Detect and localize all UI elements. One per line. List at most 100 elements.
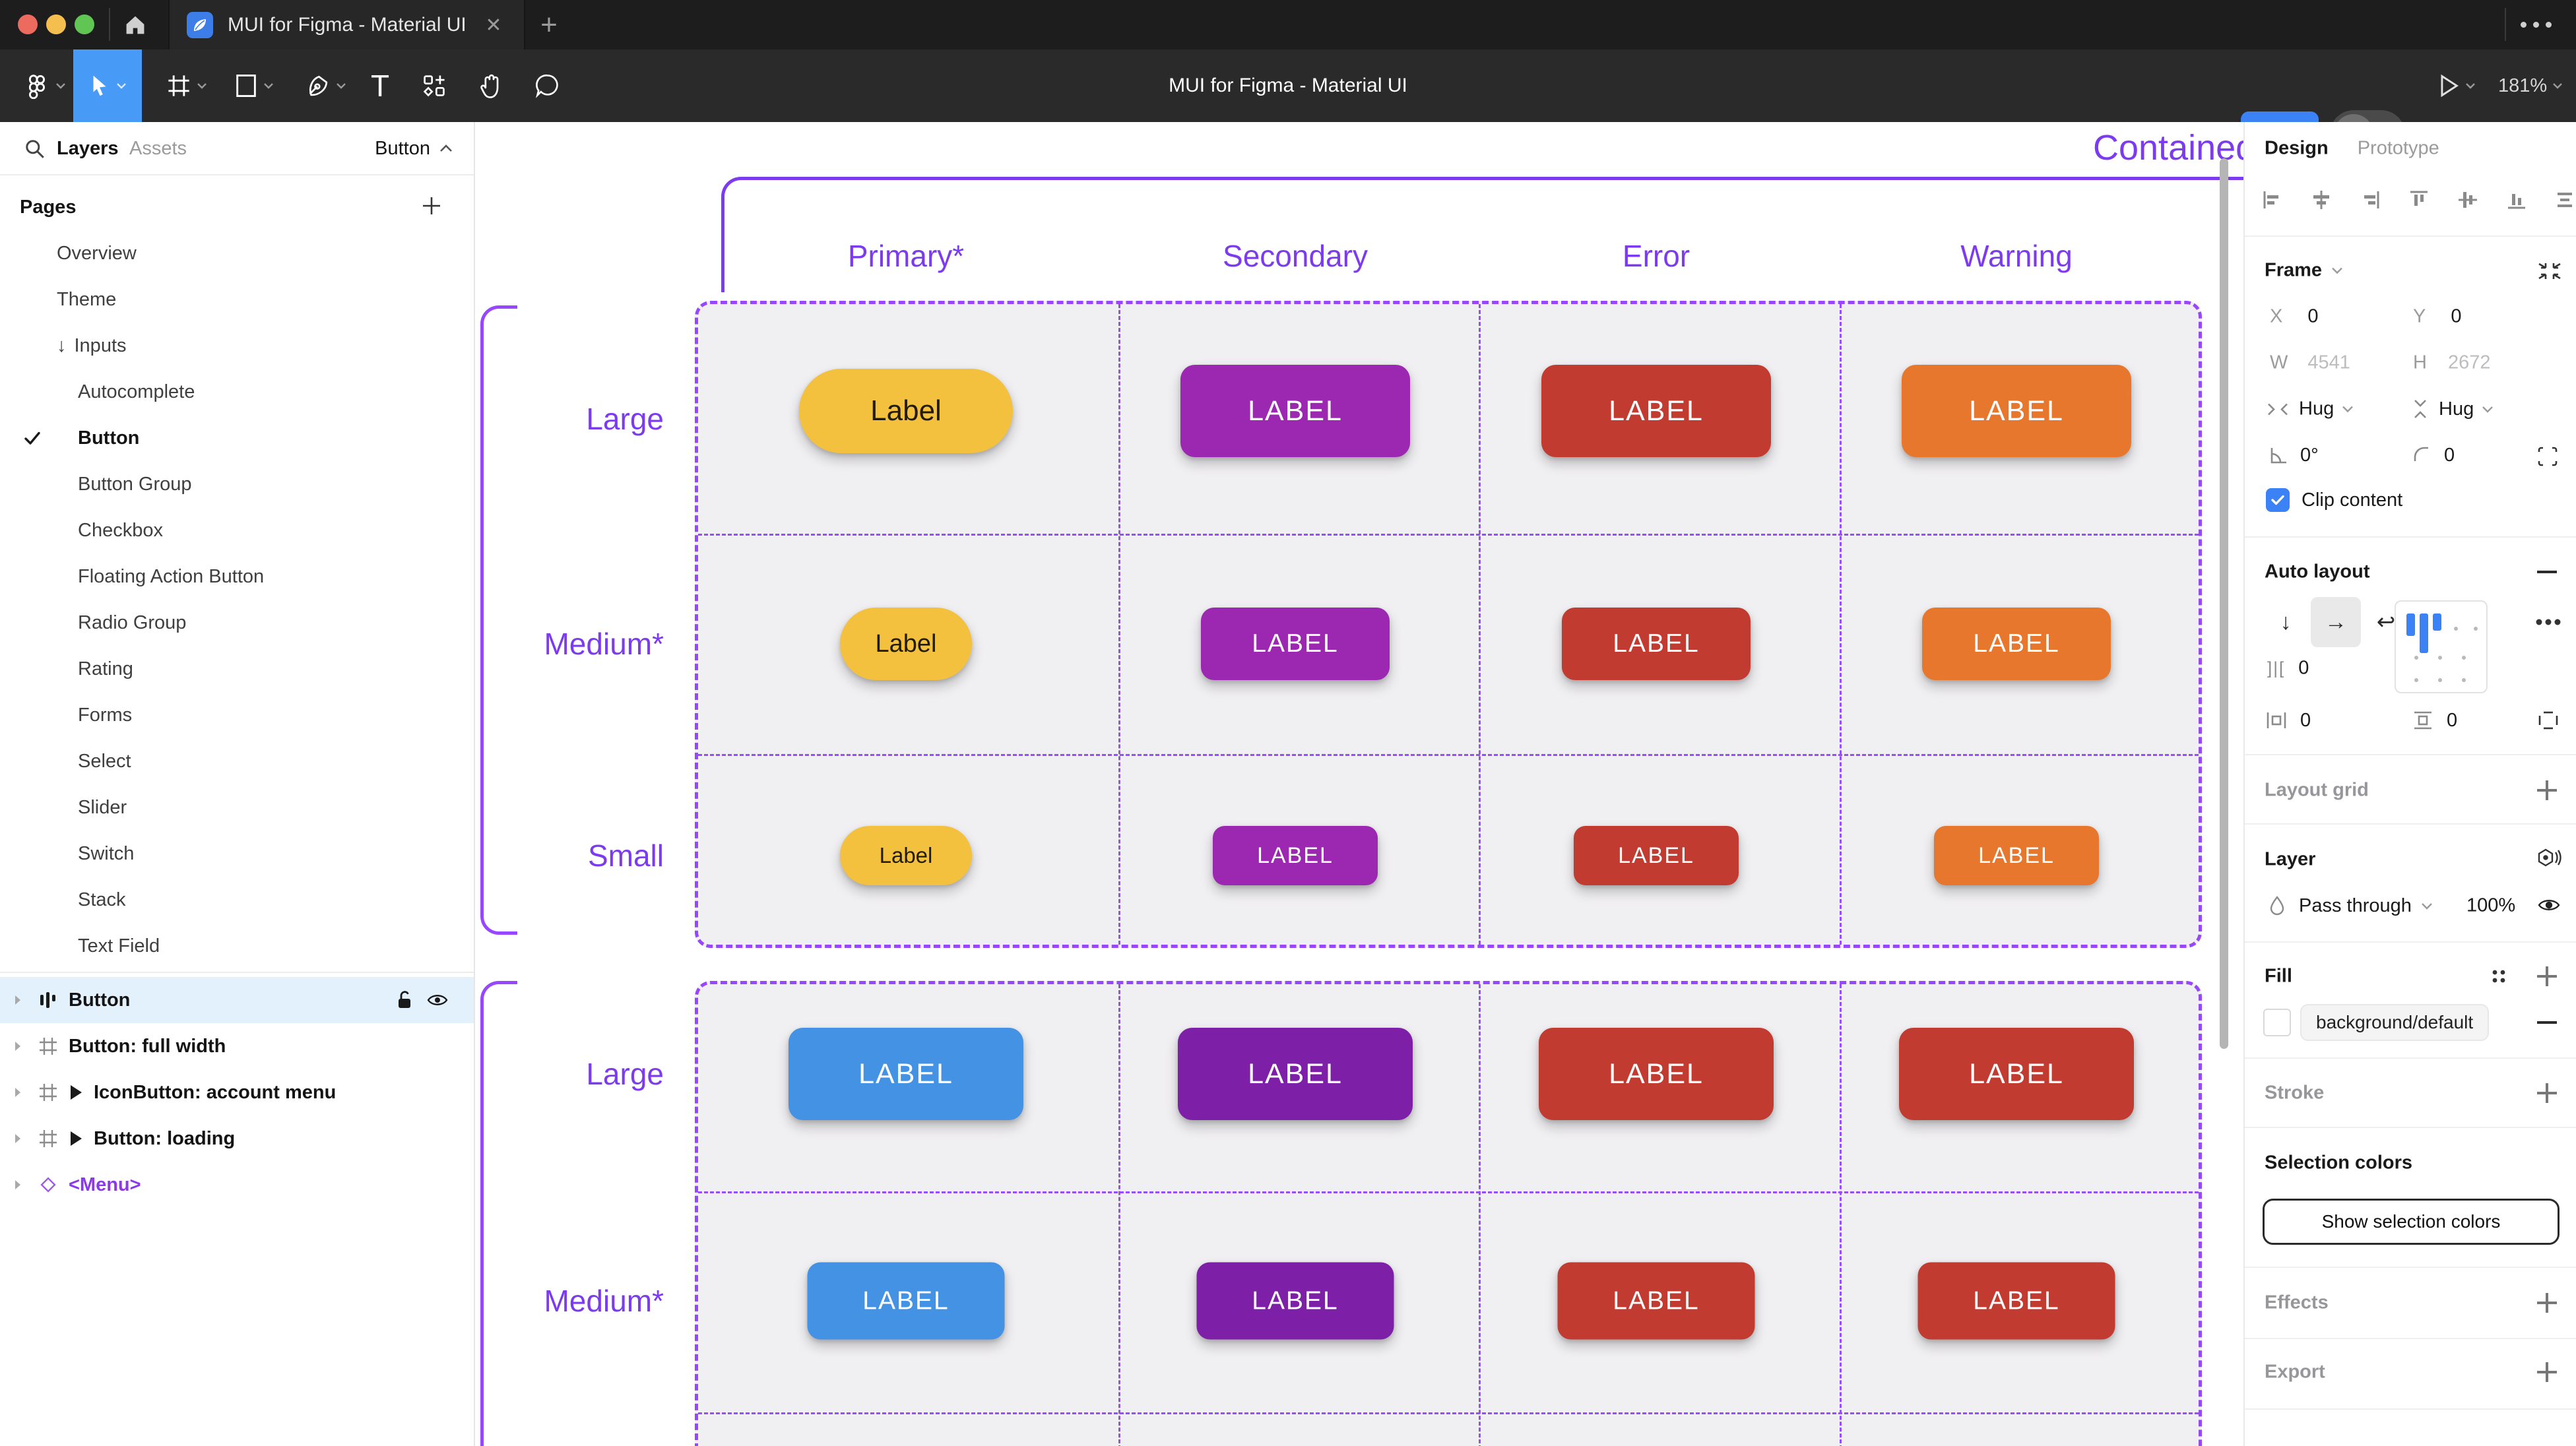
canvas-button-r1-c1[interactable]: Label — [799, 369, 1013, 453]
independent-corners-icon[interactable] — [2535, 444, 2560, 469]
unlock-icon[interactable] — [395, 990, 414, 1011]
canvas-button-r4-c1[interactable]: LABEL — [789, 1028, 1023, 1120]
blend-mode-icon[interactable] — [2535, 846, 2561, 873]
gap-field[interactable]: ]|[ 0 — [2267, 658, 2309, 679]
collapse-panel-icon[interactable] — [2536, 257, 2563, 284]
canvas-button-r2-c1[interactable]: Label — [840, 608, 972, 680]
file-tab[interactable]: MUI for Figma - Material UI — [168, 0, 525, 49]
align-bottom-icon[interactable] — [2503, 187, 2530, 213]
layer-opacity-field[interactable]: 100% — [2466, 895, 2515, 917]
auto-layout-more-icon[interactable] — [2535, 618, 2561, 626]
layer-visibility-eye-icon[interactable] — [2536, 895, 2561, 915]
canvas-button-r5-c4[interactable]: LABEL — [1917, 1262, 2115, 1340]
canvas-button-r3-c1[interactable]: Label — [840, 826, 972, 885]
clip-content-checkbox[interactable] — [2266, 488, 2290, 512]
align-h-center-icon[interactable] — [2308, 187, 2334, 213]
distribute-icon[interactable] — [2552, 187, 2576, 213]
sidebar-page-rating[interactable]: Rating — [0, 646, 474, 692]
move-tool-button[interactable] — [73, 49, 142, 122]
canvas-button-r5-c3[interactable]: LABEL — [1557, 1262, 1755, 1340]
canvas-button-r4-c2[interactable]: LABEL — [1178, 1028, 1413, 1120]
tab-layers[interactable]: Layers — [57, 138, 119, 159]
window-more-icon[interactable] — [2521, 13, 2552, 36]
layer-row-menu[interactable]: <Menu> — [0, 1162, 474, 1208]
frame-h-field[interactable]: H 2672 — [2413, 352, 2491, 373]
canvas-button-r3-c4[interactable]: LABEL — [1934, 826, 2099, 885]
direction-wrap-icon[interactable]: ↩ — [2376, 610, 2396, 635]
canvas-button-r5-c1[interactable]: LABEL — [807, 1262, 1005, 1340]
sidebar-page-radio-group[interactable]: Radio Group — [0, 600, 474, 646]
sidebar-page-select[interactable]: Select — [0, 738, 474, 784]
sidebar-page-checkbox[interactable]: Checkbox — [0, 507, 474, 553]
canvas-button-r3-c3[interactable]: LABEL — [1574, 826, 1739, 885]
canvas-button-r4-c4[interactable]: LABEL — [1899, 1028, 2134, 1120]
sidebar-page-forms[interactable]: Forms — [0, 692, 474, 738]
present-button[interactable] — [2437, 49, 2476, 122]
sidebar-page-theme[interactable]: Theme — [0, 276, 474, 323]
canvas-button-r1-c4[interactable]: LABEL — [1902, 365, 2131, 457]
sidebar-page-button[interactable]: Button — [0, 415, 474, 461]
add-export-icon[interactable] — [2536, 1362, 2558, 1383]
align-top-icon[interactable] — [2406, 187, 2432, 213]
padding-v-field[interactable]: 0 — [2411, 709, 2457, 732]
shape-tool-button[interactable] — [224, 49, 284, 122]
add-fill-icon[interactable] — [2536, 966, 2558, 987]
padding-h-field[interactable]: 0 — [2265, 709, 2311, 732]
tab-close-icon[interactable]: ✕ — [485, 14, 502, 36]
add-layout-grid-icon[interactable] — [2536, 780, 2558, 801]
tab-prototype[interactable]: Prototype — [2357, 137, 2439, 159]
canvas[interactable]: Contained Primary* Secondary Error Warning … — [475, 122, 2243, 1446]
direction-down-icon[interactable]: ↓ — [2280, 609, 2292, 635]
auto-layout-align-widget[interactable] — [2395, 600, 2488, 693]
direction-right-icon[interactable]: → — [2311, 597, 2361, 647]
fill-color-swatch[interactable] — [2263, 1009, 2291, 1036]
tab-assets[interactable]: Assets — [129, 138, 187, 159]
sidebar-page-floating-action-button[interactable]: Floating Action Button — [0, 553, 474, 600]
layer-row-button[interactable]: Button — [0, 977, 474, 1023]
align-v-center-icon[interactable] — [2455, 187, 2481, 213]
traffic-light-minimize[interactable] — [46, 15, 66, 34]
clip-content-control[interactable]: Clip content — [2266, 488, 2402, 512]
traffic-light-zoom[interactable] — [75, 15, 94, 34]
canvas-button-r5-c2[interactable]: LABEL — [1196, 1262, 1394, 1340]
expand-chevron-icon[interactable] — [13, 1178, 22, 1191]
layer-row-iconbutton-account-menu[interactable]: IconButton: account menu — [0, 1069, 474, 1116]
sidebar-page-stack[interactable]: Stack — [0, 877, 474, 923]
sidebar-page-button-group[interactable]: Button Group — [0, 461, 474, 507]
zoom-level-control[interactable]: 181% — [2498, 49, 2563, 122]
align-right-icon[interactable] — [2357, 187, 2383, 213]
fill-styles-icon[interactable] — [2490, 968, 2507, 985]
independent-padding-icon[interactable] — [2536, 709, 2560, 732]
frame-x-field[interactable]: X 0 — [2270, 305, 2319, 327]
hug-width-dropdown[interactable]: Hug — [2266, 398, 2354, 420]
add-effect-icon[interactable] — [2536, 1292, 2558, 1313]
sidebar-page-text-field[interactable]: Text Field — [0, 923, 474, 969]
expand-chevron-icon[interactable] — [13, 993, 22, 1007]
expand-chevron-icon[interactable] — [13, 1086, 22, 1099]
eye-icon[interactable] — [426, 991, 449, 1009]
canvas-button-r4-c3[interactable]: LABEL — [1539, 1028, 1774, 1120]
comment-tool-button[interactable] — [521, 49, 574, 122]
hand-tool-button[interactable] — [466, 49, 516, 122]
canvas-button-r2-c4[interactable]: LABEL — [1922, 608, 2111, 680]
add-stroke-icon[interactable] — [2536, 1083, 2558, 1104]
text-tool-button[interactable]: T — [370, 69, 390, 103]
sidebar-page-switch[interactable]: Switch — [0, 831, 474, 877]
canvas-button-r1-c2[interactable]: LABEL — [1180, 365, 1410, 457]
fill-row[interactable]: background/default — [2263, 1004, 2490, 1041]
expand-chevron-icon[interactable] — [13, 1040, 22, 1053]
page-selector[interactable]: Button — [375, 138, 430, 159]
tab-design[interactable]: Design — [2265, 137, 2329, 159]
expand-chevron-icon[interactable] — [13, 1132, 22, 1145]
pen-tool-button[interactable] — [296, 49, 356, 122]
sidebar-page-inputs[interactable]: ↓ Inputs — [0, 323, 474, 369]
canvas-button-r3-c2[interactable]: LABEL — [1213, 826, 1378, 885]
layer-row-button-full-width[interactable]: Button: full width — [0, 1023, 474, 1069]
layer-row-button-loading[interactable]: Button: loading — [0, 1116, 474, 1162]
remove-auto-layout-icon[interactable] — [2536, 561, 2558, 582]
sidebar-page-autocomplete[interactable]: Autocomplete — [0, 369, 474, 415]
align-left-icon[interactable] — [2259, 187, 2286, 213]
rotation-field[interactable]: 0° — [2267, 444, 2319, 466]
canvas-button-r2-c2[interactable]: LABEL — [1201, 608, 1390, 680]
frame-w-field[interactable]: W 4541 — [2270, 352, 2350, 373]
